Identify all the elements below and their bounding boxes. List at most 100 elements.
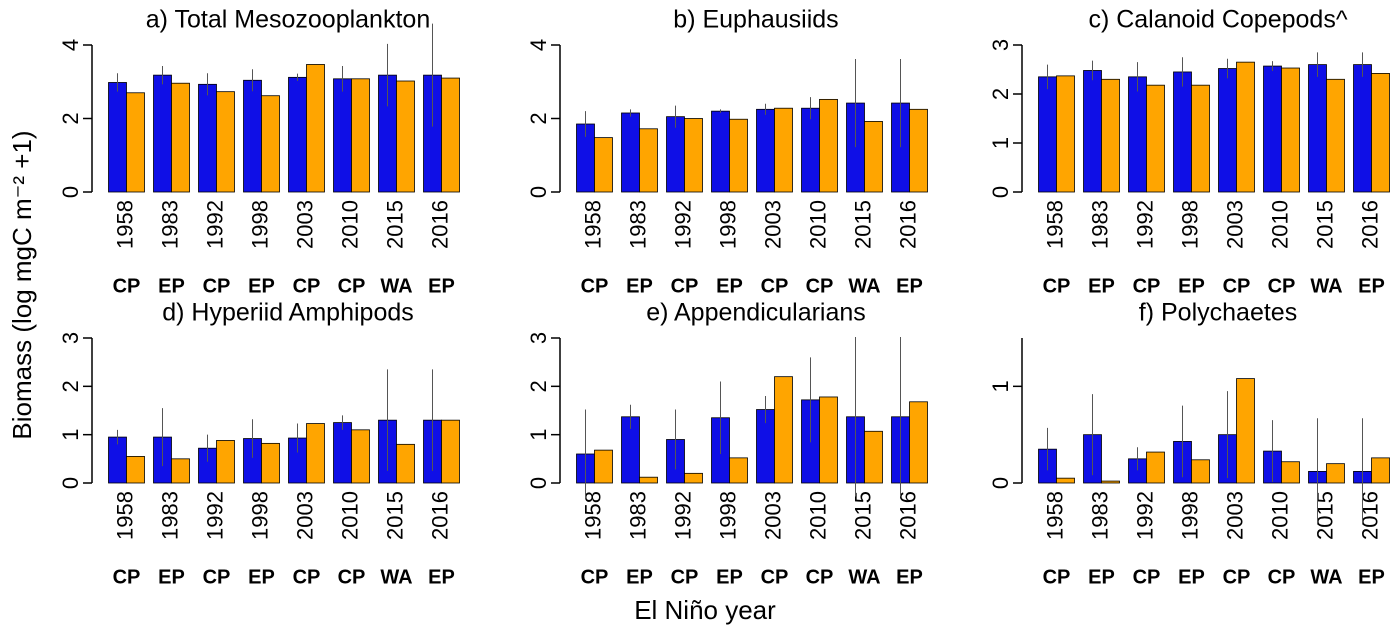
x-tick-label: 1983 <box>157 491 182 540</box>
y-tick-label: 2 <box>988 88 1013 100</box>
x-tick-label: 2016 <box>1357 491 1382 540</box>
y-tick-label: 1 <box>988 380 1013 392</box>
bar <box>243 79 262 193</box>
x-tick-label: 2015 <box>1312 200 1337 249</box>
bar <box>216 91 235 193</box>
x-tick-label: 2010 <box>1267 491 1292 540</box>
y-axis-label: Biomass (log mgC m⁻² +1) <box>7 130 37 439</box>
event-type-label: CP <box>581 275 609 297</box>
event-type-label: WA <box>1310 566 1342 588</box>
x-tick-label: 1992 <box>670 491 695 540</box>
x-tick-label: 2003 <box>292 491 317 540</box>
event-type-label: EP <box>158 566 185 588</box>
bar <box>594 449 613 484</box>
bar <box>441 419 460 484</box>
bar <box>351 429 370 484</box>
event-type-label: CP <box>293 275 321 297</box>
x-tick-label: 2010 <box>805 491 830 540</box>
bar <box>396 443 415 484</box>
bar <box>774 376 793 484</box>
bar <box>774 107 793 193</box>
event-type-label: EP <box>896 566 923 588</box>
bar <box>441 77 460 193</box>
event-type-label: CP <box>761 566 789 588</box>
event-type-label: WA <box>1310 275 1342 297</box>
y-tick-label: 1 <box>988 137 1013 149</box>
bar <box>1146 84 1165 193</box>
x-tick-label: 2010 <box>805 200 830 249</box>
bar <box>261 95 280 193</box>
bar <box>819 396 838 484</box>
bar <box>756 108 775 193</box>
event-type-label: EP <box>626 566 653 588</box>
x-tick-label: 1958 <box>112 200 137 249</box>
bar <box>126 456 145 484</box>
event-type-label: EP <box>1088 566 1115 588</box>
bar <box>1308 64 1327 193</box>
y-tick-label: 0 <box>58 477 83 489</box>
event-type-label: CP <box>1223 275 1251 297</box>
bar <box>864 121 883 193</box>
x-tick-label: 2016 <box>1357 200 1382 249</box>
y-tick-label: 0 <box>526 477 551 489</box>
bar <box>1371 457 1390 484</box>
x-tick-label: 1998 <box>715 491 740 540</box>
y-tick-label: 4 <box>526 39 551 51</box>
event-type-label: CP <box>338 275 366 297</box>
bar <box>1263 65 1282 193</box>
event-type-label: CP <box>671 566 699 588</box>
event-type-label: CP <box>761 275 789 297</box>
bar <box>1146 451 1165 484</box>
event-type-label: CP <box>1043 275 1071 297</box>
y-tick-label: 3 <box>526 332 551 344</box>
y-tick-label: 2 <box>58 112 83 124</box>
x-tick-label: 1992 <box>670 200 695 249</box>
bar <box>909 108 928 193</box>
bar <box>621 112 640 193</box>
event-type-label: WA <box>848 275 880 297</box>
x-tick-label: 1983 <box>625 200 650 249</box>
x-tick-label: 2016 <box>895 200 920 249</box>
bar <box>351 78 370 193</box>
event-type-label: EP <box>716 275 743 297</box>
event-type-label: WA <box>380 566 412 588</box>
bar <box>1218 68 1237 193</box>
bar <box>306 64 325 193</box>
y-tick-label: 2 <box>526 380 551 392</box>
bar <box>801 107 820 193</box>
event-type-label: CP <box>293 566 321 588</box>
bar <box>1128 76 1147 193</box>
bar <box>1236 378 1255 484</box>
bar <box>216 440 235 484</box>
bar <box>1236 61 1255 193</box>
panel-title: f) Polychaetes <box>1139 299 1297 327</box>
x-tick-label: 1998 <box>1177 491 1202 540</box>
x-tick-label: 2015 <box>382 491 407 540</box>
x-tick-label: 1998 <box>1177 200 1202 249</box>
y-tick-label: 0 <box>58 186 83 198</box>
x-tick-label: 1958 <box>580 200 605 249</box>
bar <box>108 82 127 193</box>
event-type-label: CP <box>1223 566 1251 588</box>
bar <box>1083 70 1102 193</box>
y-tick-label: 3 <box>58 332 83 344</box>
bar <box>666 116 685 193</box>
event-type-label: CP <box>581 566 609 588</box>
bar <box>333 422 352 484</box>
bar <box>126 92 145 193</box>
bar <box>639 476 658 484</box>
x-tick-label: 1983 <box>625 491 650 540</box>
panel-title: e) Appendicularians <box>646 299 866 327</box>
x-tick-label: 1998 <box>247 491 272 540</box>
bar <box>1191 84 1210 193</box>
x-tick-label: 2016 <box>895 491 920 540</box>
bar <box>711 110 730 193</box>
bar <box>684 118 703 193</box>
event-type-label: EP <box>158 275 185 297</box>
bar <box>261 442 280 484</box>
x-tick-label: 1992 <box>202 200 227 249</box>
x-tick-label: 2015 <box>1312 491 1337 540</box>
event-type-label: CP <box>1268 275 1296 297</box>
x-tick-label: 2015 <box>850 491 875 540</box>
